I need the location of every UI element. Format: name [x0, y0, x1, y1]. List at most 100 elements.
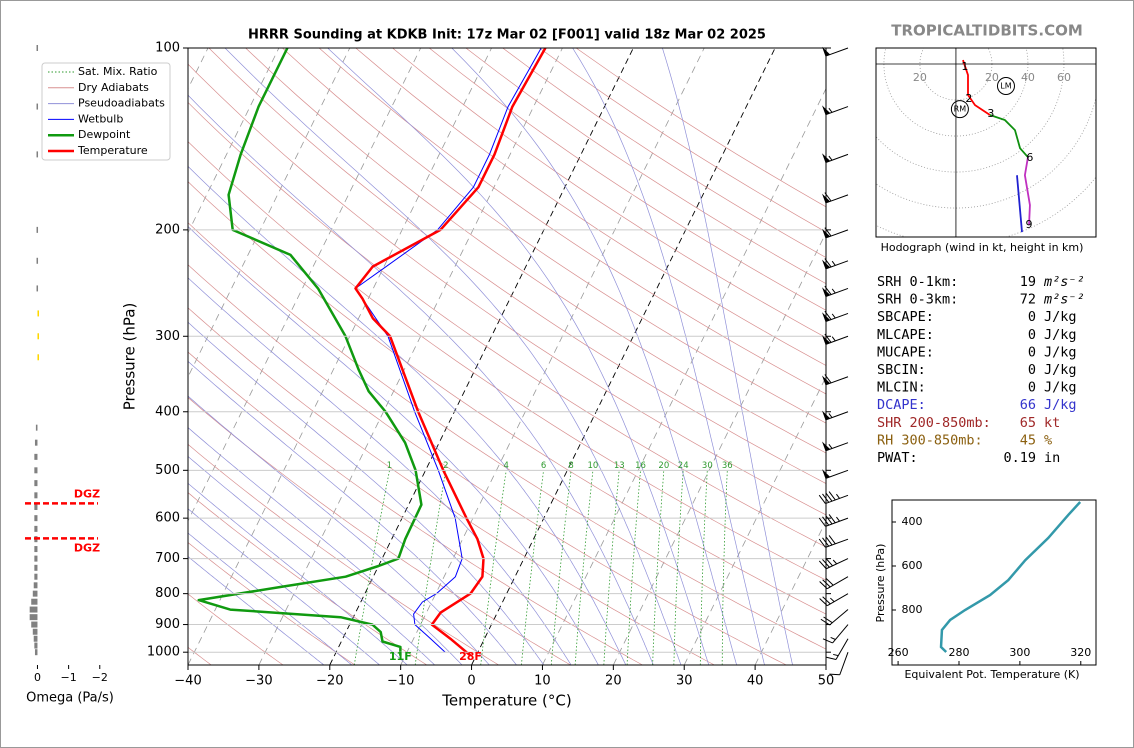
omega-bar: [32, 590, 38, 597]
wind-barb: [818, 557, 849, 570]
pseudoadiabat: [188, 360, 517, 665]
omega-bar: [34, 546, 38, 553]
barb-full: [825, 492, 833, 502]
hodo-inner: [876, 48, 1096, 237]
x-tick-label: 300: [1009, 646, 1030, 659]
omega-bar: [34, 467, 38, 474]
stat-value: 0: [1028, 362, 1036, 378]
x-tick-label: 30: [676, 674, 693, 689]
barb-staff: [825, 538, 849, 548]
stat-label: RH 300-850mb:: [877, 432, 983, 448]
barb-flag: [822, 335, 831, 345]
barb-staff: [825, 287, 849, 298]
y-tick-label: 300: [155, 329, 180, 344]
mixing-ratio-line: [574, 470, 594, 665]
barb-full: [824, 374, 832, 384]
barb-full: [828, 514, 836, 524]
mixing-ratio-label: 1: [387, 461, 392, 471]
barb-half: [830, 636, 836, 640]
barb-full: [822, 596, 831, 605]
pseudoadiabat: [451, 48, 737, 665]
x-tick-label: 20: [605, 674, 622, 689]
barb-flag: [822, 153, 831, 163]
mixing-ratio-line: [550, 470, 572, 665]
omega-bar: [37, 310, 40, 317]
stat-unit: J/kg: [1044, 380, 1077, 396]
y-tick-label: 800: [155, 586, 180, 601]
legend-label: Dry Adiabats: [78, 81, 149, 94]
stat-unit: in: [1044, 450, 1060, 466]
mixing-ratio-label: 2: [443, 461, 448, 471]
barb-half: [833, 653, 839, 657]
barb-full: [828, 491, 836, 501]
barb-half: [836, 516, 840, 522]
dry-adiabat: [282, 48, 826, 424]
y-tick-label: 700: [155, 551, 180, 566]
pseudoadiabat: [188, 395, 490, 665]
mixing-ratio-label: 20: [658, 461, 669, 471]
dgz-label: DGZ: [74, 541, 100, 554]
mixing-ratio-label: 13: [614, 461, 625, 471]
barb-staff: [825, 517, 849, 527]
isotherm: [612, 231, 826, 665]
dry-adiabat: [188, 181, 826, 615]
barb-full: [825, 536, 833, 546]
pseudoadiabat: [327, 48, 710, 665]
omega-bar: [34, 439, 38, 446]
barb-full: [818, 494, 826, 504]
storm-motion-marker: [950, 100, 969, 119]
storm-motion-marker: [996, 77, 1015, 96]
height-label: 2: [965, 92, 972, 105]
surface-label: 28F: [459, 650, 482, 663]
stat-label: MLCAPE:: [877, 327, 934, 343]
pseudoadiabat: [188, 94, 654, 665]
dry-adiabat: [188, 141, 826, 581]
barb-staff: [825, 494, 849, 505]
pseudoadiabat: [188, 456, 435, 665]
dry-adiabat: [392, 48, 826, 339]
hodo-tick-label: 20: [985, 71, 999, 84]
pseudoadiabat: [188, 277, 572, 665]
pseudoadiabat: [188, 508, 380, 665]
hodo-line: [962, 59, 991, 116]
legend-label: Sat. Mix. Ratio: [78, 65, 158, 78]
stat-label: SHR 200-850mb:: [877, 415, 991, 431]
height-label: 6: [1026, 151, 1033, 164]
wind-barb: [822, 410, 849, 421]
barb-full: [822, 638, 833, 644]
stat-value: 0: [1028, 327, 1036, 343]
x-tick-label: 280: [948, 646, 969, 659]
barb-flag: [822, 228, 831, 239]
y-axis-label: Pressure (hPa): [874, 544, 887, 623]
stat-label: PWAT:: [877, 450, 918, 466]
barb-full: [819, 598, 828, 607]
pseudoadiabat: [188, 532, 353, 665]
stat-label: MLCIN:: [877, 380, 926, 396]
barb-full: [822, 579, 831, 588]
omega-bar: [29, 614, 38, 621]
y-tick-label: 800: [902, 603, 923, 616]
barb-flag: [822, 441, 831, 451]
x-tick-label: 320: [1070, 646, 1091, 659]
stat-unit: %: [1044, 432, 1052, 448]
dry-adiabat: [318, 48, 826, 395]
barb-staff: [825, 194, 849, 204]
barb-staff: [826, 558, 849, 570]
omega-bar: [34, 453, 38, 460]
barb-half: [831, 336, 836, 342]
barb-full: [825, 656, 837, 661]
mixing-ratio-line: [652, 470, 665, 665]
omega-bar: [34, 480, 38, 487]
omega-bar: [31, 598, 38, 605]
barb-staff: [825, 106, 849, 116]
wind-barb: [819, 576, 849, 590]
barb-full: [824, 192, 832, 202]
barb-staff: [829, 609, 849, 626]
isotherm: [400, 48, 705, 665]
omega-bar: [31, 621, 38, 628]
dry-adiabat: [428, 48, 826, 311]
barb-full: [822, 537, 830, 547]
y-tick-label: 600: [155, 511, 180, 526]
barb-flag: [822, 312, 831, 322]
dry-adiabat: [188, 593, 284, 665]
